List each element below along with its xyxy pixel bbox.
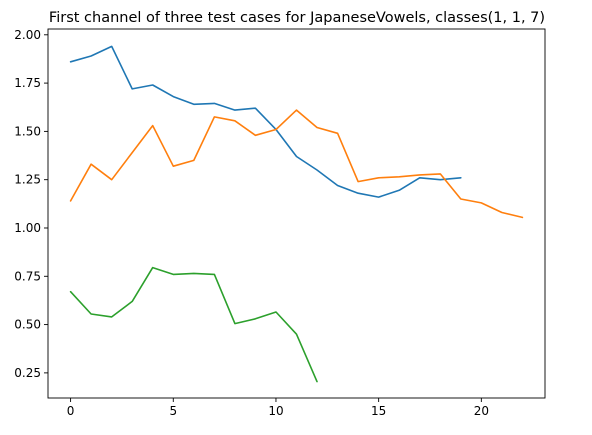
y-axis: 0.25 0.50 0.75 1.00 1.25 1.50 1.75 2.00 [14, 28, 48, 380]
x-tick-label: 5 [169, 404, 177, 418]
axes-frame [47, 28, 546, 399]
y-tick-label: 0.25 [14, 366, 41, 380]
x-tick-label: 20 [474, 404, 489, 418]
y-tick-label: 1.25 [14, 173, 41, 187]
y-tick-label: 1.50 [14, 124, 41, 138]
x-tick-label: 10 [268, 404, 283, 418]
y-tick-label: 0.75 [14, 269, 41, 283]
y-tick-label: 0.50 [14, 318, 41, 332]
series-group [69, 45, 524, 383]
chart-title: First channel of three test cases for Ja… [49, 10, 545, 26]
x-tick-label: 15 [371, 404, 386, 418]
x-axis: 0 5 10 15 20 [67, 398, 489, 418]
y-tick-label: 1.75 [14, 76, 41, 90]
x-tick-label: 0 [67, 404, 75, 418]
series-line-2 [69, 109, 524, 219]
series-line-1 [69, 45, 462, 198]
series-line-3 [69, 266, 318, 383]
y-tick-label: 2.00 [14, 28, 41, 42]
y-tick-label: 1.00 [14, 221, 41, 235]
